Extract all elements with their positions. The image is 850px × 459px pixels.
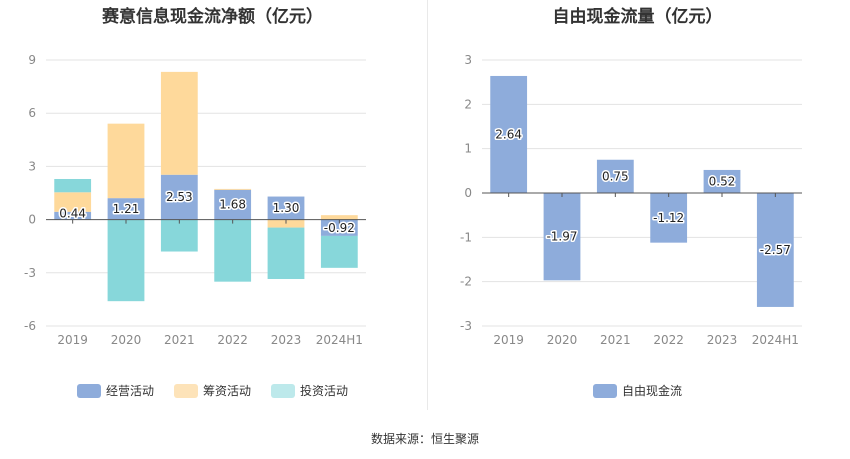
y-tick-label: -3 bbox=[24, 266, 36, 280]
legend-swatch-free-cash-flow bbox=[592, 383, 617, 398]
bar-left-s2 bbox=[267, 227, 305, 280]
bar-left-s1 bbox=[214, 188, 252, 190]
bar-left-s0 bbox=[320, 219, 358, 236]
y-tick-label: 2 bbox=[464, 97, 472, 111]
bar-right-s0 bbox=[490, 75, 528, 193]
bar-left-s1 bbox=[160, 71, 198, 175]
data-label: 0.52 bbox=[709, 174, 736, 188]
bar-right-s0 bbox=[543, 193, 581, 281]
x-tick-label: 2024H1 bbox=[752, 333, 799, 347]
y-tick-label: -2 bbox=[460, 275, 472, 289]
y-tick-label: 0 bbox=[464, 186, 472, 200]
x-tick-label: 2021 bbox=[164, 333, 195, 347]
legend-swatch-investing bbox=[271, 383, 295, 398]
x-tick-label: 2021 bbox=[600, 333, 631, 347]
cash-flow-panel: 赛意信息现金流净额（亿元） 9 6 3 0 -3 -6 2019 2020 2021 2022 20… bbox=[0, 0, 425, 410]
chart-title: 自由现金流量（亿元） bbox=[552, 7, 723, 27]
y-tick-label: 1 bbox=[464, 142, 472, 156]
bar-left-s0 bbox=[267, 196, 305, 220]
legend-label: 投资活动 bbox=[300, 384, 349, 398]
legend-item-operating[interactable]: 经营活动 bbox=[76, 382, 154, 399]
data-source: 数据来源：恒生聚源 bbox=[370, 432, 479, 446]
bar-left-s1 bbox=[320, 215, 358, 220]
y-tick-label: -6 bbox=[24, 319, 36, 333]
data-label: -1.12 bbox=[653, 211, 684, 225]
free-cash-flow-panel: 自由现金流量（亿元） 3 2 1 0 -1 -2 -3 2019 2020 2021 2022 202… bbox=[425, 0, 850, 410]
y-tick-label: 6 bbox=[28, 106, 36, 120]
data-label: 0.75 bbox=[602, 169, 629, 183]
x-tick-label: 2023 bbox=[707, 333, 738, 347]
y-tick-label: 9 bbox=[28, 53, 36, 67]
bar-right-s0 bbox=[703, 169, 741, 193]
bar-left-s0 bbox=[160, 174, 198, 220]
legend-item-financing[interactable]: 筹资活动 bbox=[173, 382, 251, 399]
bar-left-s0 bbox=[107, 198, 145, 220]
bar-left-s1 bbox=[54, 192, 92, 212]
y-tick-label: -1 bbox=[460, 230, 472, 244]
data-label: 1.30 bbox=[273, 201, 300, 215]
cash-flow-chart: 9 6 3 0 -3 -6 2019 2020 2021 2022 2023 2024H1 0.44 1.… bbox=[24, 53, 366, 347]
y-tick-label: 0 bbox=[28, 213, 36, 227]
data-label: 1.21 bbox=[113, 202, 140, 216]
x-tick-label: 2020 bbox=[111, 333, 142, 347]
y-tick-label: 3 bbox=[464, 53, 472, 67]
legend-label: 自由现金流 bbox=[621, 384, 682, 398]
legend-label: 筹资活动 bbox=[202, 384, 251, 398]
bar-left-s2 bbox=[320, 235, 358, 268]
x-tick-label: 2022 bbox=[217, 333, 248, 347]
legend: 自由现金流 bbox=[425, 382, 850, 399]
free-cash-flow-chart: 3 2 1 0 -1 -2 -3 2019 2020 2021 2022 2023 2024H1 2.64… bbox=[460, 53, 802, 347]
legend-item-investing[interactable]: 投资活动 bbox=[271, 382, 348, 399]
x-tick-label: 2020 bbox=[547, 333, 578, 347]
data-label: -2.57 bbox=[760, 243, 791, 257]
bar-right-s0 bbox=[756, 193, 794, 307]
data-label: 2.64 bbox=[495, 127, 522, 141]
legend-item-free-cash-flow[interactable]: 自由现金流 bbox=[592, 382, 682, 399]
bar-left-s0 bbox=[54, 211, 92, 220]
bar-left-s2 bbox=[160, 219, 198, 252]
x-tick-label: 2022 bbox=[653, 333, 684, 347]
bar-left-s2 bbox=[214, 219, 252, 282]
bar-right-s0 bbox=[596, 159, 634, 193]
data-label: 0.44 bbox=[59, 207, 86, 221]
x-tick-label: 2024H1 bbox=[316, 333, 363, 347]
bar-left-s2 bbox=[107, 219, 145, 302]
y-tick-label: -3 bbox=[460, 319, 472, 333]
data-label: -1.97 bbox=[546, 230, 577, 244]
legend: 经营活动 筹资活动 投资活动 bbox=[0, 382, 425, 399]
x-tick-label: 2023 bbox=[271, 333, 302, 347]
panel-divider bbox=[427, 0, 428, 410]
legend-label: 经营活动 bbox=[105, 384, 154, 398]
x-tick-label: 2019 bbox=[493, 333, 524, 347]
bar-left-s1 bbox=[107, 123, 145, 199]
y-tick-label: 3 bbox=[28, 159, 36, 173]
bar-left-s2 bbox=[54, 178, 92, 193]
bar-left-s0 bbox=[214, 189, 252, 220]
data-label: 2.53 bbox=[166, 190, 193, 204]
legend-swatch-financing bbox=[173, 383, 198, 398]
legend-swatch-operating bbox=[76, 383, 101, 398]
chart-title: 赛意信息现金流净额（亿元） bbox=[102, 7, 323, 27]
data-label: 1.68 bbox=[219, 198, 246, 212]
data-label: -0.92 bbox=[324, 221, 355, 235]
bar-right-s0 bbox=[650, 193, 688, 243]
x-tick-label: 2019 bbox=[57, 333, 88, 347]
